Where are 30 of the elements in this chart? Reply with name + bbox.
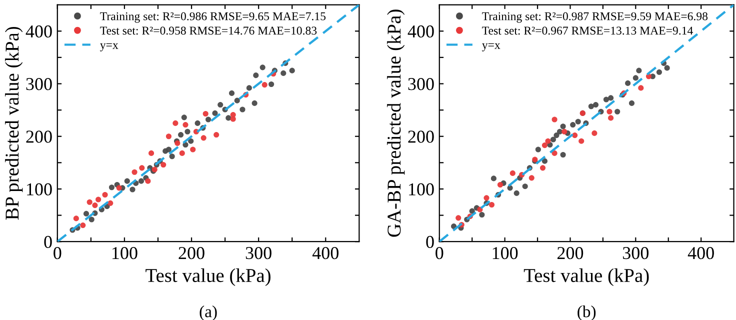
legend-label: y=x	[482, 43, 500, 52]
x-tick-label: 400	[688, 246, 714, 260]
legend-label: Training set: R²=0.986 RMSE=9.65 MAE=7.15	[100, 12, 326, 23]
y-tick-label: 0	[44, 236, 52, 248]
y-tick-label: 200	[408, 130, 434, 143]
x-tick-label: 300	[622, 246, 649, 260]
x-axis-title: Test value (kPa)	[524, 268, 649, 286]
y-tick-label: 100	[409, 183, 434, 196]
x-tick-label: 100	[492, 246, 518, 260]
legend-label: Training set: R²=0.987 RMSE=9.59 MAE=6.98	[482, 12, 708, 23]
x-tick-label: 200	[178, 246, 204, 260]
x-tick-label: 0	[436, 246, 444, 260]
y-tick-label: 400	[408, 25, 434, 38]
x-axis-title: Test value (kPa)	[146, 268, 270, 286]
y-tick-label: 300	[26, 78, 52, 90]
x-tick-label: 400	[312, 246, 338, 260]
y-tick-label: 400	[26, 25, 52, 38]
legend-label: Test set: R²=0.967 RMSE=13.13 MAE=9.14	[482, 26, 693, 35]
y-axis-title: BP predicted value (kPa)	[5, 26, 23, 220]
y-tick-label: 100	[27, 183, 52, 196]
y-tick-label: 200	[26, 130, 52, 143]
legend-label: y=x	[100, 43, 118, 52]
x-tick-label: 0	[54, 246, 62, 260]
x-tick-label: 100	[112, 246, 138, 260]
x-tick-label: 200	[557, 246, 584, 260]
y-tick-label: 300	[408, 78, 434, 90]
legend-label: Test set: R²=0.958 RMSE=14.76 MAE=10.83	[100, 26, 317, 35]
x-tick-label: 300	[246, 246, 272, 260]
y-axis-title: GA-BP predicted value (kPa)	[387, 10, 405, 237]
y-tick-label: 0	[426, 236, 434, 248]
